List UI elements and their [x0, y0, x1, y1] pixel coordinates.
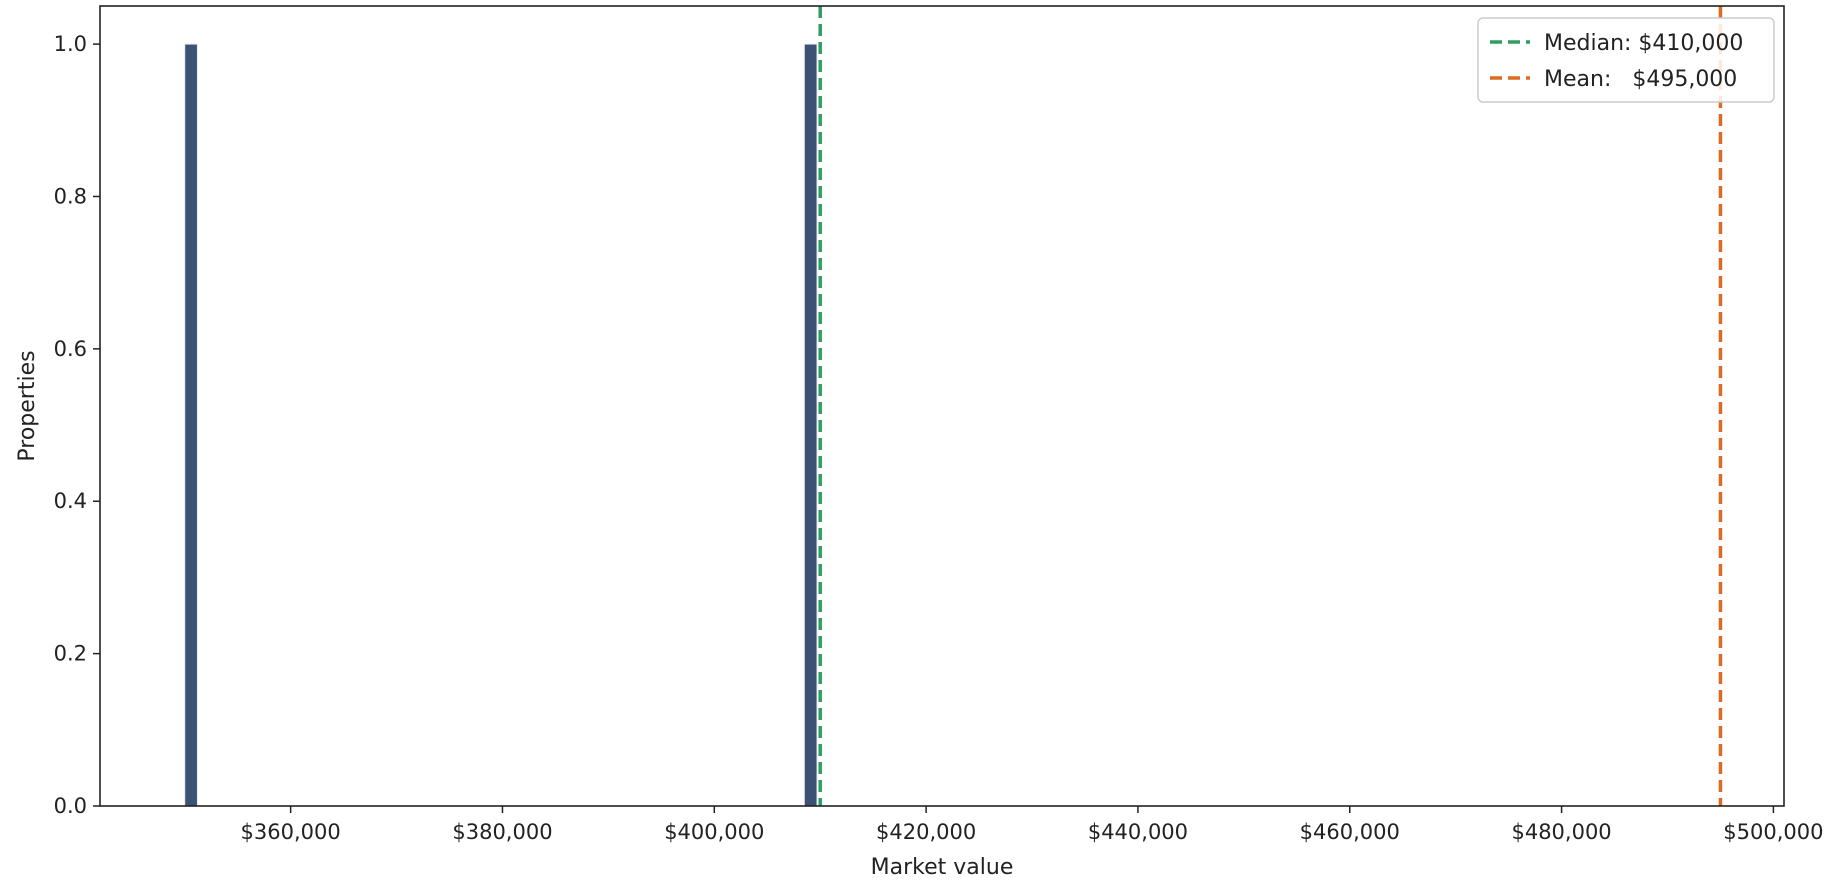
legend: Median: $410,000 Mean: $495,000 [1477, 17, 1775, 103]
x-tick-label: $380,000 [452, 820, 552, 844]
x-axis: $360,000 $380,000 $400,000 $420,000 $440,000… [241, 806, 1824, 844]
histogram-bar-1 [184, 43, 198, 807]
y-axis-title: Properties [15, 350, 40, 461]
legend-box [1477, 17, 1775, 103]
bars-layer [184, 43, 818, 807]
x-axis-title: Market value [871, 855, 1014, 880]
legend-label-median: Median: $410,000 [1544, 31, 1743, 56]
x-tick-label: $480,000 [1511, 820, 1611, 844]
histogram-bar-2 [803, 43, 818, 807]
y-tick-label: 0.0 [54, 794, 87, 818]
x-tick-label: $460,000 [1300, 820, 1400, 844]
plot-area-frame [99, 5, 1785, 807]
y-tick-label: 1.0 [54, 32, 87, 56]
x-tick-label: $420,000 [876, 820, 976, 844]
x-tick-label: $360,000 [241, 820, 341, 844]
y-tick-label: 0.6 [54, 337, 87, 361]
legend-label-mean: Mean: $495,000 [1544, 67, 1737, 92]
reference-lines-layer [818, 6, 1723, 806]
y-tick-label: 0.2 [54, 642, 87, 666]
y-tick-label: 0.4 [54, 489, 87, 513]
x-tick-label: $440,000 [1088, 820, 1188, 844]
x-tick-label: $400,000 [664, 820, 764, 844]
x-tick-label: $500,000 [1723, 820, 1823, 844]
y-axis: 0.0 0.2 0.4 0.6 0.8 1.0 [54, 32, 100, 818]
y-tick-label: 0.8 [54, 184, 87, 208]
